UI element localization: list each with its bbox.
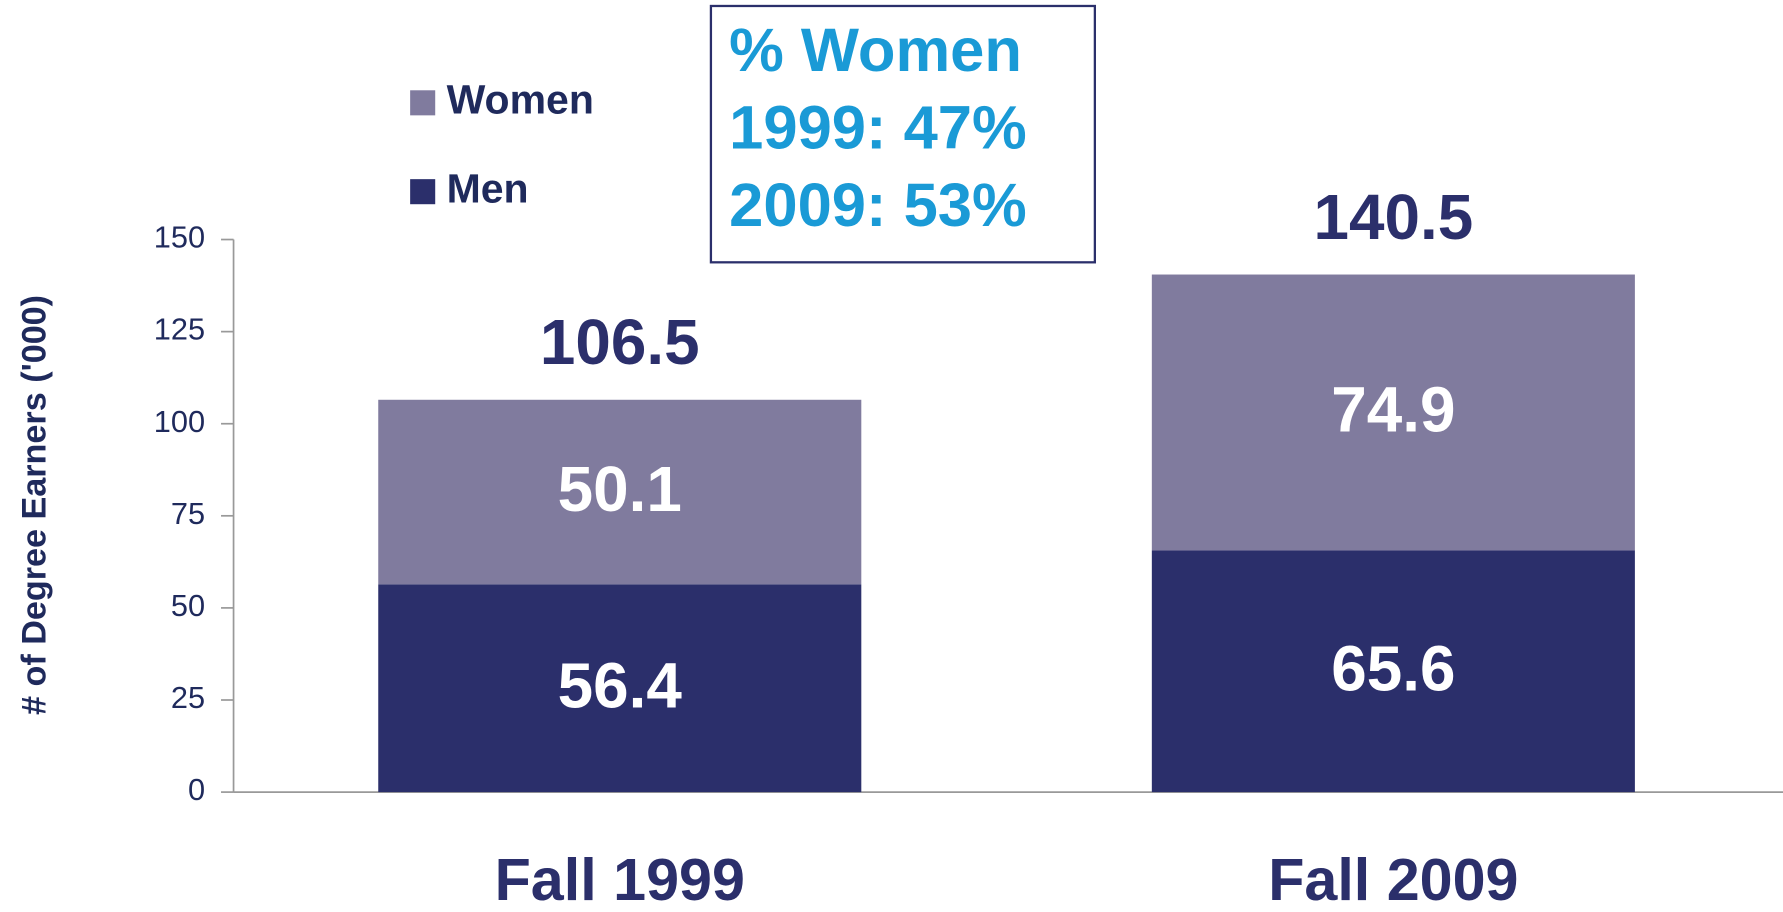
x-tick-label: Fall 2009 [1268,846,1518,912]
y-tick-label: 100 [154,404,205,439]
legend-swatch [410,179,436,205]
y-tick-label: 25 [171,680,205,715]
annotation-text: % Women [729,16,1022,85]
annotation-text: 2009: 53% [729,171,1027,240]
y-tick-label: 125 [154,312,205,347]
total-label: 106.5 [540,306,700,378]
y-tick-label: 50 [171,588,205,623]
bar-segment [1151,274,1635,551]
annotation-text: 1999: 47% [729,94,1027,163]
legend-label: Women [447,77,594,123]
value-label: 65.6 [1331,632,1455,704]
y-axis-label: # of Degree Earners ('000) [15,295,53,715]
bar-segment [1151,550,1635,793]
value-label: 56.4 [558,649,683,721]
legend-label: Men [447,166,529,212]
x-tick-label: Fall 1999 [495,846,745,912]
y-tick-label: 150 [154,220,205,255]
y-tick-label: 0 [188,772,205,807]
y-tick-label: 75 [171,496,205,531]
value-label: 74.9 [1331,374,1455,446]
legend-swatch [410,90,436,116]
value-label: 50.1 [558,453,682,525]
bar-segment [378,584,862,793]
total-label: 140.5 [1314,181,1474,253]
annotation-box [709,4,1097,264]
bar-segment [378,399,862,585]
